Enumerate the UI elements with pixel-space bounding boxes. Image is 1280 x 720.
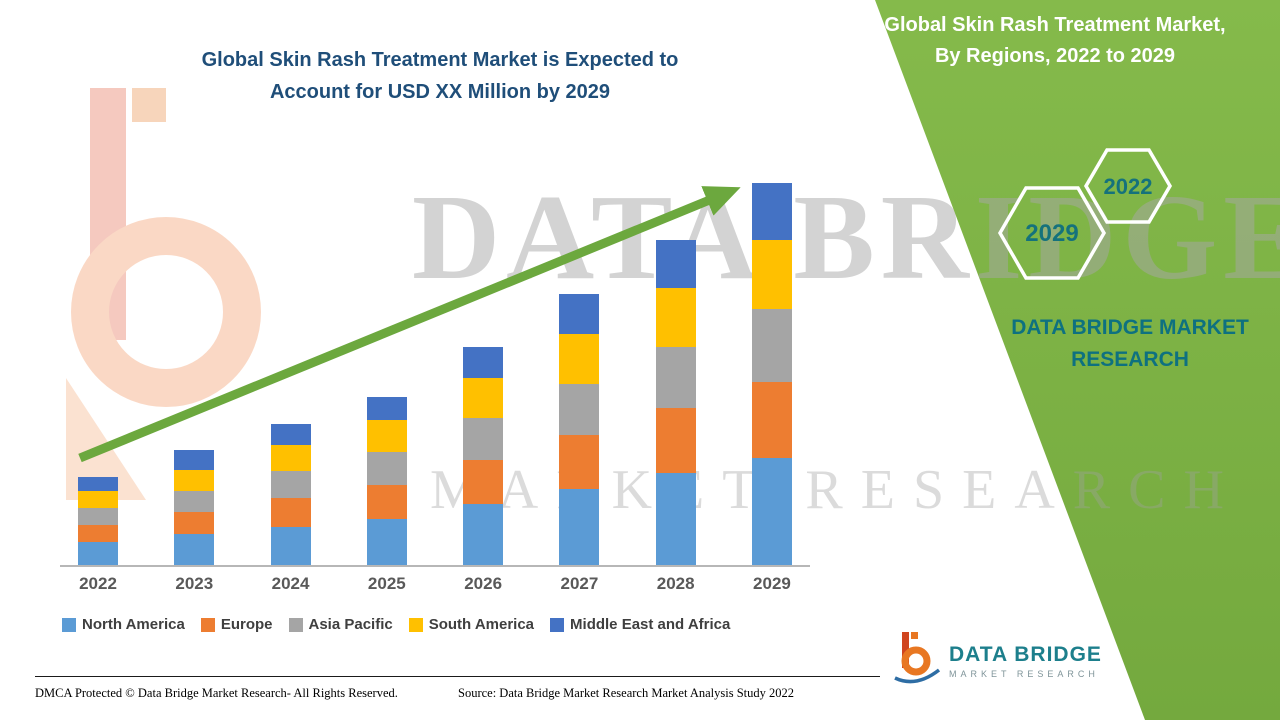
footer-logo-subtitle: MARKET RESEARCH	[949, 668, 1099, 679]
legend-label: South America	[428, 616, 535, 633]
segment-south-america	[463, 377, 504, 418]
chart-legend: North America Europe Asia Pacific South Ame…	[62, 616, 730, 633]
dmca-notice: DMCA Protected © Data Bridge Market Rese…	[35, 686, 398, 700]
data-bridge-logo-icon	[893, 630, 941, 691]
bar-2029	[751, 183, 792, 565]
segment-middle-east-and-africa	[655, 240, 696, 289]
hexagon-2022	[1083, 148, 1173, 224]
segment-north-america	[366, 519, 407, 565]
brand-text-line2: RESEARCH	[1071, 347, 1189, 371]
axis-label-2022: 2022	[79, 574, 117, 593]
bar-2024	[270, 423, 311, 565]
bar-2025	[366, 396, 407, 565]
legend-swatch-icon	[408, 617, 423, 632]
x-axis-labels: 2022 2023 2024 2025 2026 2027 2028 2029	[78, 574, 792, 594]
axis-label-2028: 2028	[656, 574, 695, 593]
segment-north-america	[463, 503, 504, 565]
segment-north-america	[655, 473, 696, 565]
legend-label: Middle East and Africa	[570, 616, 731, 633]
segment-south-america	[270, 444, 311, 472]
footer-logo-title: DATA BRIDGE	[949, 642, 1102, 666]
bar-2023	[174, 450, 215, 565]
segment-europe	[78, 524, 118, 543]
legend-label: Europe	[220, 616, 273, 633]
segment-north-america	[270, 526, 311, 565]
segment-asia-pacific	[655, 347, 696, 409]
segment-north-america	[751, 458, 792, 565]
segment-south-america	[174, 469, 215, 491]
segment-asia-pacific	[78, 507, 118, 525]
legend-item-europe: Europe	[200, 616, 273, 633]
legend-swatch-icon	[288, 617, 303, 632]
segment-middle-east-and-africa	[559, 293, 600, 334]
axis-label-2026: 2026	[464, 574, 503, 593]
segment-south-america	[559, 333, 600, 384]
x-axis-line	[60, 565, 810, 567]
segment-asia-pacific	[463, 417, 504, 460]
axis-label-2025: 2025	[367, 574, 406, 593]
segment-asia-pacific	[559, 383, 600, 436]
bar-2026	[463, 347, 504, 565]
panel-title: Global Skin Rash Treatment Market, By Re…	[880, 10, 1230, 72]
chart-title: Global Skin Rash Treatment Market is Exp…	[150, 44, 730, 108]
bar-2028	[655, 240, 696, 565]
legend-swatch-icon	[62, 617, 76, 632]
bar-2027	[559, 293, 600, 565]
legend-item-middle-east-and-africa: Middle East and Africa	[550, 616, 730, 633]
footer-logo: DATA BRIDGE MARKET RESEARCH	[893, 630, 1102, 691]
segment-europe	[174, 511, 215, 535]
source-note: Source: Data Bridge Market Research Mark…	[458, 686, 795, 700]
brand-text-line1: DATA BRIDGE MARKET	[1011, 316, 1249, 339]
segment-north-america	[174, 534, 215, 565]
hexagon-year-2022: 2022	[1104, 174, 1153, 199]
segment-middle-east-and-africa	[463, 347, 504, 378]
segment-europe	[751, 381, 792, 459]
legend-label: North America	[82, 616, 185, 633]
hexagon-badges: 2029 2022	[997, 148, 1173, 280]
segment-asia-pacific	[751, 309, 792, 382]
segment-asia-pacific	[366, 452, 407, 485]
legend-swatch-icon	[200, 617, 215, 632]
footer-divider	[35, 676, 880, 677]
segment-south-america	[78, 490, 118, 508]
segment-middle-east-and-africa	[366, 396, 407, 420]
panel-title-line2: By Regions, 2022 to 2029	[934, 45, 1176, 67]
legend-item-south-america: South America	[408, 616, 535, 633]
segment-middle-east-and-africa	[78, 477, 118, 491]
legend-label: Asia Pacific	[308, 616, 393, 633]
segment-europe	[655, 408, 696, 474]
axis-label-2027: 2027	[560, 574, 599, 593]
bar-2022	[78, 477, 118, 565]
segment-north-america	[559, 488, 600, 565]
segment-europe	[366, 484, 407, 520]
hexagon-2029	[997, 186, 1107, 280]
segment-south-america	[751, 240, 792, 310]
segment-asia-pacific	[174, 490, 215, 512]
segment-asia-pacific	[270, 471, 311, 499]
brand-text: DATA BRIDGE MARKET RESEARCH	[990, 312, 1270, 375]
chart-title-line1: Global Skin Rash Treatment Market is Exp…	[201, 49, 679, 71]
segment-north-america	[78, 542, 118, 565]
segment-south-america	[366, 419, 407, 453]
axis-label-2024: 2024	[271, 574, 310, 593]
segment-south-america	[655, 288, 696, 348]
segment-middle-east-and-africa	[174, 450, 215, 470]
legend-item-asia-pacific: Asia Pacific	[288, 616, 393, 633]
segment-middle-east-and-africa	[751, 183, 792, 241]
segment-europe	[463, 459, 504, 504]
segment-middle-east-and-africa	[270, 423, 311, 445]
hexagon-year-2029: 2029	[1025, 220, 1078, 247]
axis-label-2029: 2029	[753, 574, 791, 593]
segment-europe	[559, 435, 600, 489]
legend-swatch-icon	[550, 617, 565, 632]
stacked-bar-chart	[78, 183, 792, 565]
chart-title-line2: Account for USD XX Million by 2029	[269, 81, 611, 103]
legend-item-north-america: North America	[62, 616, 185, 633]
segment-europe	[270, 498, 311, 527]
axis-label-2023: 2023	[175, 574, 214, 593]
panel-title-line1: Global Skin Rash Treatment Market,	[884, 14, 1226, 36]
